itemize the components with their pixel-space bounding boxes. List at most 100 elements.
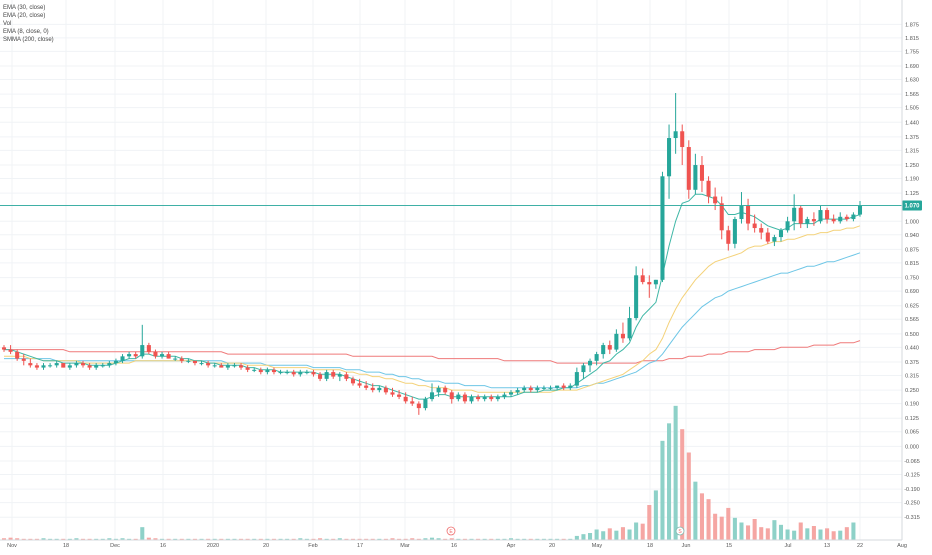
candle-body bbox=[489, 396, 494, 400]
candle bbox=[206, 360, 211, 368]
volume-bar bbox=[1, 538, 7, 540]
candle-body bbox=[370, 387, 375, 391]
volume-bar bbox=[667, 423, 672, 540]
candle-body bbox=[48, 365, 53, 367]
candle-body bbox=[811, 219, 816, 222]
candle-body bbox=[673, 131, 678, 139]
volume-bar bbox=[265, 538, 270, 540]
candle-body bbox=[377, 387, 382, 391]
volume-bar bbox=[153, 538, 158, 540]
volume-bar bbox=[397, 538, 402, 540]
candle bbox=[357, 378, 362, 388]
legend-ema20[interactable]: EMA (20, close) bbox=[3, 13, 46, 19]
volume-bar bbox=[726, 507, 731, 540]
candle-body bbox=[456, 394, 461, 400]
axes: 1.875 1.815 1.755 1.690 1.630 1.565 1.505 1.440… bbox=[0, 0, 920, 549]
volume-bar bbox=[140, 527, 145, 540]
event-marker-circle bbox=[446, 526, 456, 536]
candle-body bbox=[107, 363, 112, 366]
candle-body bbox=[792, 207, 797, 222]
candle-body bbox=[502, 394, 507, 397]
current-price-tag bbox=[902, 200, 922, 211]
candle-body bbox=[653, 279, 658, 285]
y-tick-label: 0.875 bbox=[905, 247, 919, 253]
volume-bar bbox=[423, 538, 428, 540]
candle-body bbox=[87, 365, 92, 368]
volume-bar bbox=[350, 538, 356, 540]
candle bbox=[370, 383, 375, 393]
volume-bar bbox=[331, 538, 336, 540]
event-marker: E bbox=[446, 526, 456, 536]
candle bbox=[719, 196, 724, 240]
legend-smma200[interactable]: SMMA (200, close) bbox=[3, 37, 54, 43]
smma200-line bbox=[4, 340, 861, 364]
candle-body bbox=[337, 374, 342, 377]
candle-body bbox=[469, 396, 474, 402]
candle-body bbox=[680, 131, 685, 148]
candle bbox=[252, 367, 257, 373]
y-tick-label: 0.440 bbox=[905, 345, 919, 351]
candle-body bbox=[34, 365, 39, 368]
volume-bar bbox=[94, 538, 99, 540]
candle-body bbox=[54, 363, 59, 366]
y-tick-label: 1.565 bbox=[905, 92, 919, 98]
candle-body bbox=[15, 351, 20, 359]
volume-bar bbox=[166, 538, 171, 540]
volume-bar bbox=[620, 527, 625, 540]
candle bbox=[805, 216, 810, 229]
candle bbox=[456, 392, 461, 402]
candle bbox=[304, 369, 309, 375]
volume-bar bbox=[508, 538, 514, 540]
candle bbox=[818, 205, 823, 224]
candle bbox=[429, 383, 435, 402]
y-tick-label: 0.250 bbox=[905, 388, 919, 394]
volume-bar bbox=[515, 538, 520, 540]
candle-body bbox=[153, 351, 158, 357]
event-marker-label: E bbox=[449, 529, 453, 535]
volume-bar bbox=[383, 538, 388, 540]
volume-bar bbox=[120, 538, 125, 540]
volume-bar bbox=[476, 538, 481, 540]
candle-body bbox=[568, 385, 573, 388]
candle-body bbox=[344, 374, 349, 379]
candle bbox=[515, 387, 520, 395]
volume-bar bbox=[456, 538, 461, 540]
volume-bar bbox=[127, 538, 132, 540]
candle-body bbox=[403, 396, 408, 402]
x-tick-label: 2020 bbox=[207, 543, 219, 549]
candle bbox=[673, 93, 678, 154]
volume-bar bbox=[574, 535, 579, 540]
candle bbox=[278, 369, 283, 375]
candle bbox=[21, 354, 26, 366]
candle-body bbox=[838, 216, 843, 222]
candle-body bbox=[113, 360, 118, 364]
volume-bar bbox=[318, 538, 323, 540]
candle bbox=[443, 385, 448, 395]
y-tick-label: 0.000 bbox=[905, 444, 919, 450]
volume-bar bbox=[219, 538, 224, 540]
candle bbox=[225, 363, 230, 370]
candle bbox=[541, 385, 546, 391]
y-tick-label: 1.125 bbox=[905, 191, 919, 197]
candle bbox=[581, 363, 586, 379]
candle-body bbox=[667, 138, 672, 177]
candle bbox=[140, 324, 145, 359]
candle bbox=[423, 396, 428, 411]
legend-ema30[interactable]: EMA (30, close) bbox=[3, 5, 46, 11]
candle bbox=[647, 275, 652, 298]
candle bbox=[271, 367, 276, 375]
volume-bar bbox=[357, 538, 362, 540]
volume-bar bbox=[844, 527, 849, 540]
candle-body bbox=[627, 318, 632, 339]
legend-ema8[interactable]: EMA (8, close, 0) bbox=[3, 29, 49, 35]
candle bbox=[640, 268, 645, 285]
candle bbox=[752, 214, 757, 233]
y-tick-label: 1.315 bbox=[905, 148, 919, 154]
volume-bar bbox=[778, 524, 784, 540]
legend-vol[interactable]: Vol bbox=[3, 21, 12, 27]
candle-body bbox=[594, 354, 599, 361]
candle bbox=[127, 351, 132, 359]
volume-bar bbox=[568, 538, 573, 540]
